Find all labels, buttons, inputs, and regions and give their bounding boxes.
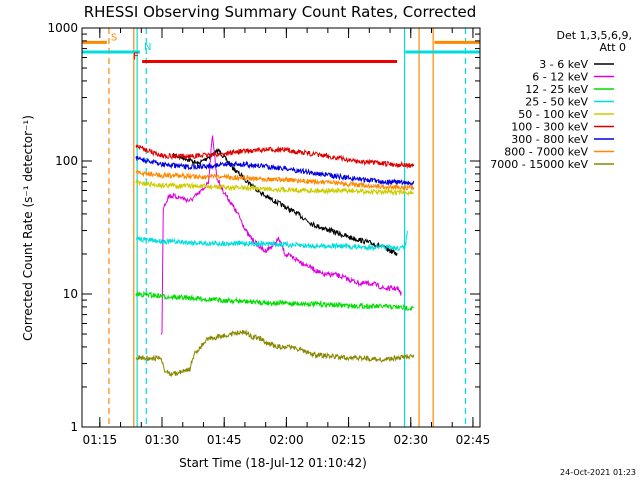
series-line-6 bbox=[135, 156, 415, 186]
x-tick-label: 02:30 bbox=[393, 433, 428, 447]
legend-entry-label: 3 - 6 keV bbox=[539, 58, 588, 71]
footer-timestamp: 24-Oct-2021 01:23 bbox=[560, 468, 636, 477]
x-tick-label: 02:45 bbox=[456, 433, 491, 447]
series-line-4 bbox=[135, 179, 414, 197]
legend-header-line-2: Att 0 bbox=[600, 41, 626, 54]
legend-entry-label: 6 - 12 keV bbox=[532, 71, 588, 84]
legend-entry-label: 7000 - 15000 keV bbox=[490, 158, 588, 171]
y-tick-label: 1 bbox=[70, 420, 78, 434]
plot-frame bbox=[81, 27, 481, 428]
x-axis-label: Start Time (18-Jul-12 01:10:42) bbox=[179, 456, 367, 470]
chart-title: RHESSI Observing Summary Count Rates, Co… bbox=[84, 3, 477, 21]
x-tick-label: 02:15 bbox=[331, 433, 366, 447]
legend-entry-label: 300 - 800 keV bbox=[511, 133, 588, 146]
legend-entry-label: 25 - 50 keV bbox=[525, 96, 588, 109]
legend-entry-label: 12 - 25 keV bbox=[525, 83, 588, 96]
x-tick-label: 01:45 bbox=[207, 433, 242, 447]
plot-area: S NF bbox=[82, 28, 480, 427]
series-line-7 bbox=[135, 170, 415, 191]
x-tick-label: 01:30 bbox=[145, 433, 180, 447]
flag-label-n: N bbox=[144, 42, 151, 53]
y-tick-label: 10 bbox=[63, 287, 78, 301]
y-tick-label: 100 bbox=[55, 154, 78, 168]
series-line-2 bbox=[135, 290, 414, 312]
legend-header-line-1: Det 1,3,5,6,9, bbox=[556, 29, 632, 42]
flag-label-f: F bbox=[133, 51, 139, 62]
series-line-3 bbox=[135, 230, 408, 252]
series-line-1 bbox=[160, 135, 402, 335]
x-tick-label: 01:15 bbox=[83, 433, 118, 447]
legend-entry-label: 800 - 7000 keV bbox=[504, 146, 588, 159]
series-line-5 bbox=[135, 144, 415, 170]
legend-entry-label: 50 - 100 keV bbox=[518, 108, 588, 121]
y-tick-label: 1000 bbox=[47, 21, 78, 35]
axes: 1 10 100 1000 01:15 01:30 01:45 02:00 02:15 02:30… bbox=[47, 21, 490, 447]
series-line-8 bbox=[135, 329, 415, 378]
x-tick-label: 02:00 bbox=[269, 433, 304, 447]
legend-entry-label: 100 - 300 keV bbox=[511, 121, 588, 134]
y-axis-label: Corrected Count Rate (s⁻¹ detector⁻¹) bbox=[21, 115, 35, 341]
flag-label-s: S bbox=[111, 32, 117, 43]
